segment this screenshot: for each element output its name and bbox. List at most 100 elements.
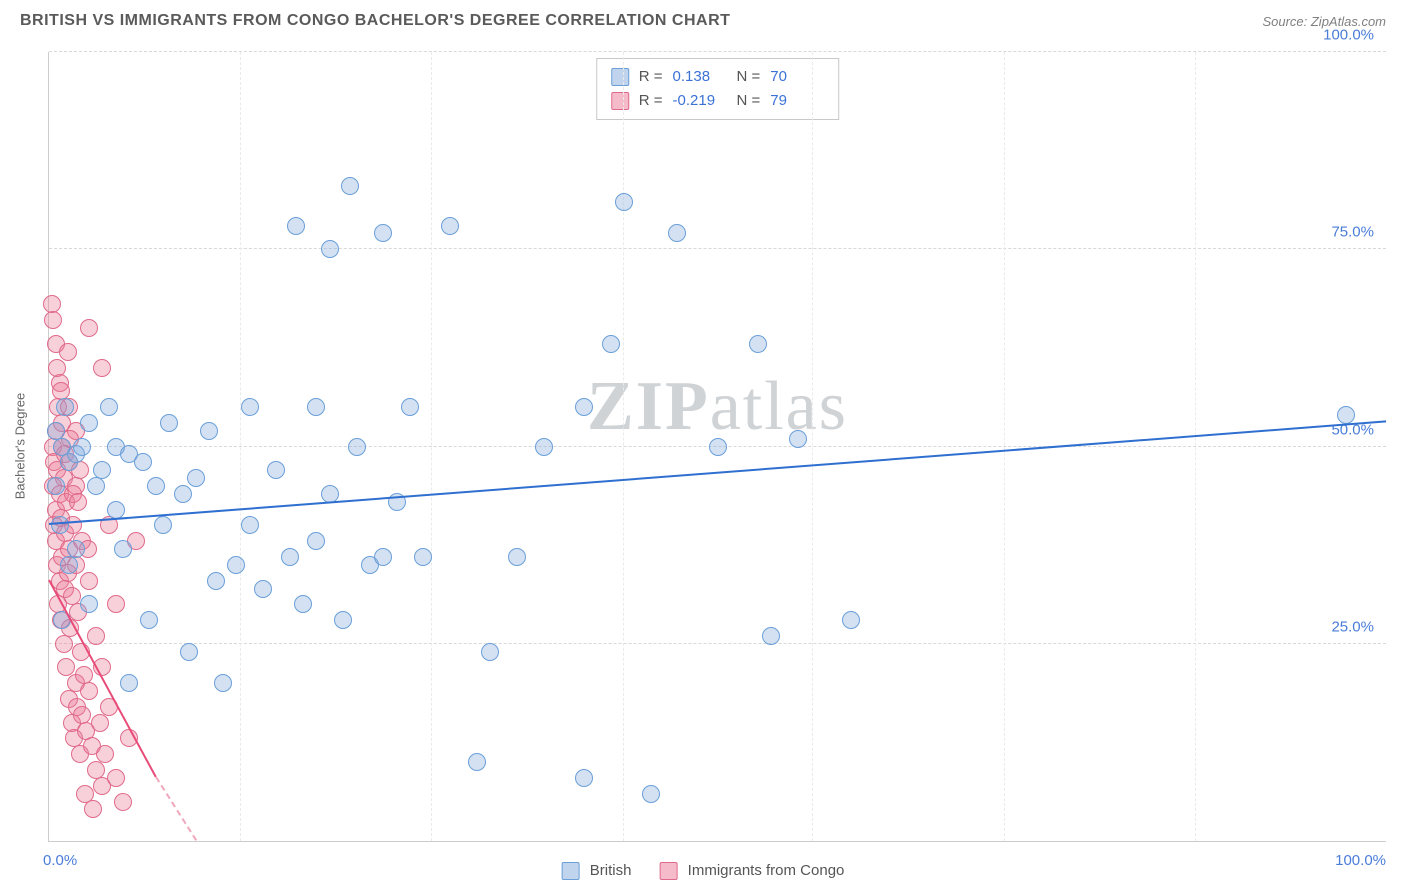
- swatch-congo-icon: [611, 92, 629, 110]
- data-point-british: [187, 469, 205, 487]
- watermark-zip: ZIP: [587, 368, 710, 445]
- data-point-british: [307, 398, 325, 416]
- legend-label-british: British: [590, 862, 632, 879]
- swatch-british-icon: [562, 862, 580, 880]
- data-point-british: [93, 461, 111, 479]
- data-point-british: [348, 438, 366, 456]
- data-point-british: [241, 516, 259, 534]
- data-point-british: [508, 548, 526, 566]
- data-point-congo: [80, 572, 98, 590]
- congo-r-value: -0.219: [673, 89, 727, 113]
- gridline-h: [49, 248, 1386, 249]
- data-point-british: [749, 335, 767, 353]
- data-point-congo: [44, 311, 62, 329]
- data-point-congo: [87, 627, 105, 645]
- data-point-british: [668, 224, 686, 242]
- data-point-british: [414, 548, 432, 566]
- data-point-congo: [55, 635, 73, 653]
- header-bar: BRITISH VS IMMIGRANTS FROM CONGO BACHELO…: [0, 0, 1406, 38]
- data-point-british: [120, 674, 138, 692]
- r-label: R =: [639, 89, 663, 113]
- series-legend: British Immigrants from Congo: [562, 862, 845, 880]
- data-point-british: [134, 453, 152, 471]
- data-point-congo: [114, 793, 132, 811]
- data-point-british: [341, 177, 359, 195]
- n-label: N =: [737, 89, 761, 113]
- data-point-british: [709, 438, 727, 456]
- data-point-british: [241, 398, 259, 416]
- data-point-congo: [59, 343, 77, 361]
- gridline-v: [812, 52, 813, 841]
- stats-row-british: R = 0.138 N = 70: [611, 65, 825, 89]
- data-point-british: [287, 217, 305, 235]
- data-point-british: [254, 580, 272, 598]
- data-point-british: [107, 501, 125, 519]
- data-point-congo: [107, 769, 125, 787]
- scatter-chart: ZIPatlas R = 0.138 N = 70 R = -0.219 N =…: [48, 52, 1386, 842]
- n-label: N =: [737, 65, 761, 89]
- data-point-congo: [69, 493, 87, 511]
- gridline-h: [49, 51, 1386, 52]
- y-axis-label: Bachelor's Degree: [13, 393, 28, 500]
- gridline-h: [49, 643, 1386, 644]
- data-point-congo: [93, 359, 111, 377]
- data-point-british: [180, 643, 198, 661]
- data-point-british: [441, 217, 459, 235]
- data-point-british: [1337, 406, 1355, 424]
- watermark-atlas: atlas: [710, 368, 848, 445]
- data-point-british: [60, 556, 78, 574]
- gridline-v: [431, 52, 432, 841]
- legend-item-congo: Immigrants from Congo: [659, 862, 844, 880]
- data-point-british: [575, 398, 593, 416]
- chart-title: BRITISH VS IMMIGRANTS FROM CONGO BACHELO…: [20, 12, 730, 30]
- stats-legend: R = 0.138 N = 70 R = -0.219 N = 79: [596, 58, 840, 120]
- data-point-british: [762, 627, 780, 645]
- data-point-congo: [107, 595, 125, 613]
- data-point-british: [374, 224, 392, 242]
- data-point-british: [842, 611, 860, 629]
- data-point-british: [67, 540, 85, 558]
- data-point-british: [207, 572, 225, 590]
- gridline-v: [1195, 52, 1196, 841]
- data-point-british: [200, 422, 218, 440]
- data-point-british: [267, 461, 285, 479]
- swatch-british-icon: [611, 68, 629, 86]
- data-point-british: [294, 595, 312, 613]
- r-label: R =: [639, 65, 663, 89]
- gridline-v: [240, 52, 241, 841]
- data-point-british: [481, 643, 499, 661]
- data-point-congo: [48, 359, 66, 377]
- data-point-british: [227, 556, 245, 574]
- watermark: ZIPatlas: [587, 367, 848, 447]
- data-point-british: [114, 540, 132, 558]
- data-point-british: [214, 674, 232, 692]
- data-point-congo: [80, 319, 98, 337]
- data-point-congo: [96, 745, 114, 763]
- congo-n-value: 79: [770, 89, 824, 113]
- data-point-british: [615, 193, 633, 211]
- data-point-british: [80, 595, 98, 613]
- data-point-british: [642, 785, 660, 803]
- data-point-british: [334, 611, 352, 629]
- data-point-british: [468, 753, 486, 771]
- data-point-congo: [84, 800, 102, 818]
- data-point-british: [307, 532, 325, 550]
- trendline-congo-dash: [155, 776, 197, 840]
- data-point-british: [56, 398, 74, 416]
- stats-row-congo: R = -0.219 N = 79: [611, 89, 825, 113]
- y-tick-label: 100.0%: [1323, 27, 1374, 44]
- data-point-british: [160, 414, 178, 432]
- x-tick-min: 0.0%: [43, 852, 77, 869]
- data-point-british: [602, 335, 620, 353]
- data-point-british: [281, 548, 299, 566]
- data-point-british: [374, 548, 392, 566]
- british-r-value: 0.138: [673, 65, 727, 89]
- y-tick-label: 75.0%: [1331, 224, 1374, 241]
- data-point-british: [47, 477, 65, 495]
- gridline-v: [1004, 52, 1005, 841]
- data-point-congo: [80, 682, 98, 700]
- data-point-british: [575, 769, 593, 787]
- data-point-british: [73, 438, 91, 456]
- data-point-british: [174, 485, 192, 503]
- british-n-value: 70: [770, 65, 824, 89]
